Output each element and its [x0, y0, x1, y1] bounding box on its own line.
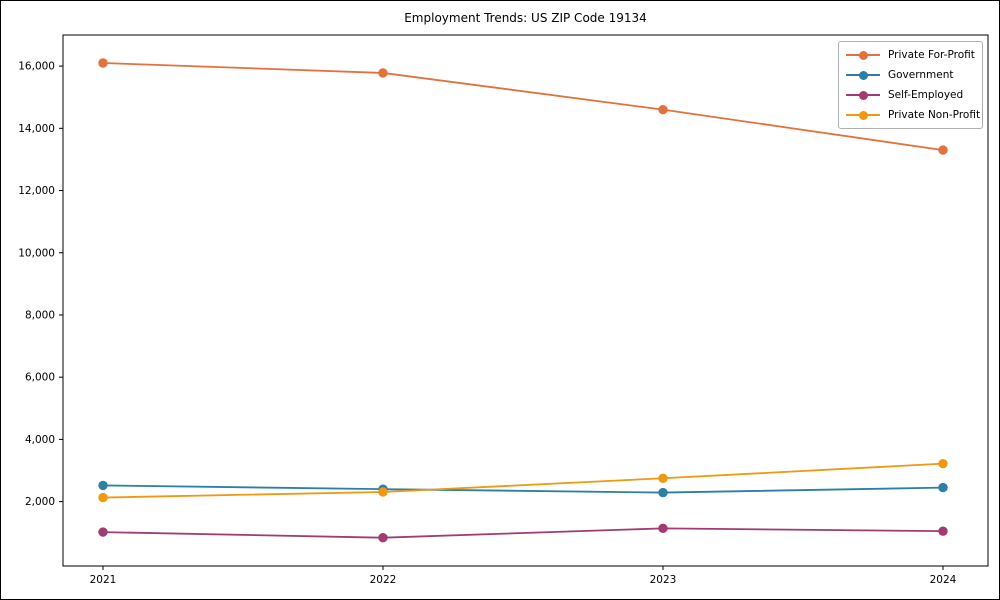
legend-item-private-for-profit: Private For-Profit	[846, 45, 975, 65]
y-tick-label: 16,000	[18, 61, 55, 73]
series-private-for-profit	[98, 58, 948, 155]
y-tick-label: 8,000	[25, 309, 55, 321]
y-tick-label: 10,000	[18, 247, 55, 259]
point-private-non-profit-2023	[658, 473, 668, 483]
point-government-2021	[98, 480, 108, 491]
y-tick-label: 12,000	[18, 185, 55, 197]
x-tick-label: 2021	[90, 574, 117, 586]
legend-item-government: Government	[846, 65, 975, 85]
legend-label-self-employed: Self-Employed	[888, 89, 964, 101]
legend-label-private-for-profit: Private For-Profit	[888, 49, 975, 61]
y-tick-label: 6,000	[25, 372, 55, 384]
legend-marker-private-non-profit	[846, 110, 880, 120]
point-private-for-profit-2024	[938, 145, 948, 155]
y-tick-label: 2,000	[25, 496, 55, 508]
legend-item-private-non-profit: Private Non-Profit	[846, 105, 980, 125]
point-self-employed-2022	[378, 532, 388, 543]
legend: Private For-Profit Government Self-Employe…	[838, 41, 983, 129]
legend-label-private-non-profit: Private Non-Profit	[888, 109, 981, 121]
series-line-private-non-profit	[102, 462, 944, 499]
x-tick-label: 2022	[370, 574, 397, 586]
series-government	[98, 480, 948, 498]
legend-item-self-employed: Self-Employed	[846, 85, 975, 105]
point-private-for-profit-2021	[98, 58, 108, 68]
axes-spines	[62, 34, 989, 567]
y-tick-label: 4,000	[25, 434, 55, 446]
point-private-non-profit-2022	[378, 487, 388, 497]
point-self-employed-2021	[98, 527, 108, 537]
point-private-for-profit-2022	[378, 68, 388, 78]
point-private-for-profit-2023	[658, 104, 668, 115]
chart-title: Employment Trends: US ZIP Code 19134	[404, 11, 647, 25]
y-tick-label: 14,000	[18, 123, 55, 135]
point-private-non-profit-2021	[98, 492, 108, 503]
series-line-self-employed	[102, 527, 944, 539]
point-government-2023	[658, 487, 668, 498]
series-line-government	[102, 484, 944, 494]
point-self-employed-2023	[658, 523, 668, 534]
series-self-employed	[98, 523, 948, 543]
legend-label-government: Government	[888, 69, 954, 81]
legend-marker-self-employed	[846, 90, 880, 100]
legend-marker-private-for-profit	[846, 50, 880, 60]
series-private-non-profit	[98, 458, 948, 503]
point-private-non-profit-2024	[938, 458, 948, 469]
point-self-employed-2024	[938, 526, 948, 536]
x-tick-label: 2023	[650, 574, 677, 586]
series-line-private-for-profit	[102, 62, 944, 151]
point-government-2024	[938, 482, 948, 493]
legend-marker-government	[846, 70, 880, 80]
x-tick-label: 2024	[930, 574, 957, 586]
